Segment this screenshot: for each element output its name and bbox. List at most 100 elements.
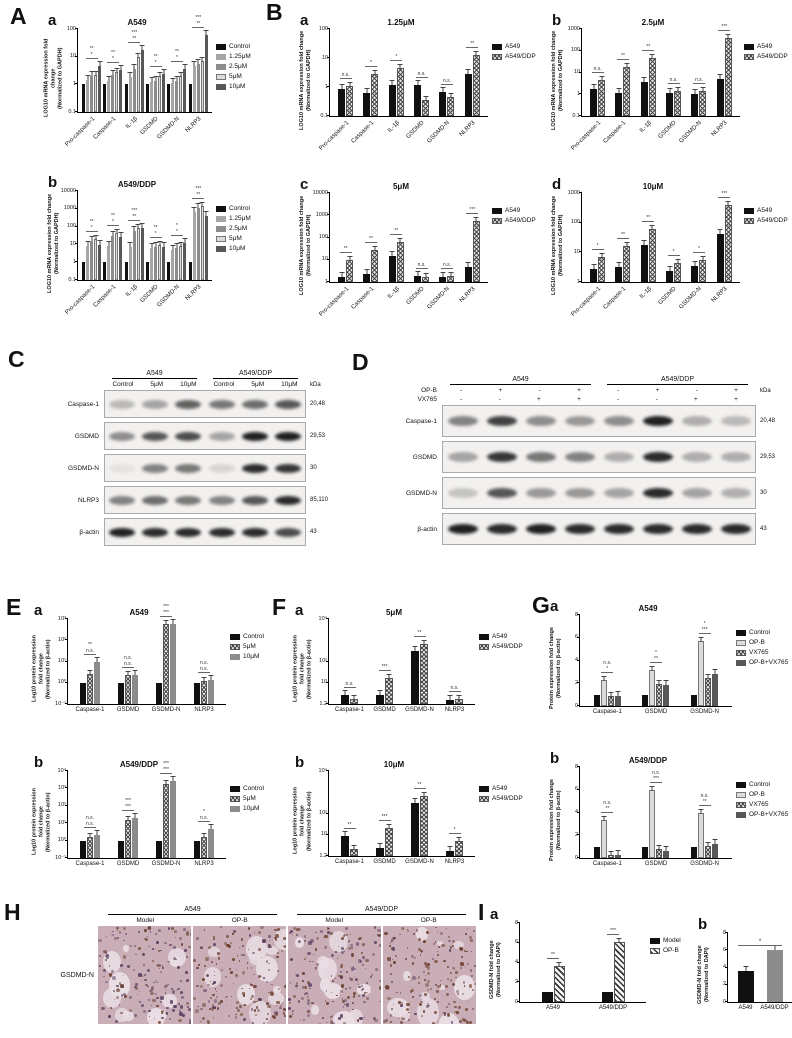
error-bar: [199, 201, 205, 207]
bar: [87, 670, 93, 704]
bar: [114, 228, 120, 280]
error-bar: [601, 675, 607, 681]
legend-label: Control: [243, 785, 264, 792]
legend-swatch: [216, 63, 226, 70]
y-axis-label: Protein expression fold change (Normaliz…: [549, 627, 562, 709]
category-label: IL-1β: [124, 116, 139, 130]
bar: [208, 824, 214, 858]
category-label: GSDMD: [139, 284, 160, 305]
error-bar: [201, 677, 207, 683]
y-axis-label: Protein expression fold change (Normaliz…: [549, 779, 562, 861]
panel-label-F: F: [272, 594, 287, 620]
category-label: Pro-caspase-1: [64, 284, 96, 316]
category-label: Caspase-1: [602, 286, 628, 311]
protein-band: [208, 495, 235, 505]
protein-band: [525, 416, 556, 426]
chart-title: 1.25μM: [387, 18, 415, 27]
protein-band: [241, 431, 268, 441]
group-label: A549: [108, 906, 277, 915]
bar: [146, 84, 150, 112]
blot-strip: [104, 454, 306, 482]
protein-band: [208, 527, 235, 537]
legend-swatch: [736, 639, 746, 646]
y-tick-label: 10¹: [58, 657, 66, 664]
bar: [80, 840, 86, 858]
error-bar: [641, 76, 647, 82]
protein-band: [564, 416, 595, 426]
protein-band: [642, 524, 673, 534]
panel-label-G: G: [532, 592, 550, 618]
error-bar: [351, 844, 357, 850]
error-bar: [448, 93, 454, 99]
kda-header: kDa: [310, 382, 321, 388]
legend-label: 10μM: [229, 83, 246, 90]
bar-group: n.s. GSDMD-N: [679, 29, 707, 145]
y-tick-label: 0: [574, 854, 578, 861]
significance-marker: *: [390, 54, 403, 62]
bar: [194, 682, 200, 704]
bar: [97, 61, 103, 112]
treatment-label: VX765: [417, 396, 437, 403]
y-tick: [75, 225, 78, 227]
bar: [201, 833, 207, 858]
error-bar: [127, 242, 133, 248]
y-tick-label: 0: [574, 702, 578, 709]
y-tick-label: 10: [573, 68, 580, 75]
bar: [420, 639, 428, 704]
error-bar: [89, 71, 95, 77]
legend-item: A549/DDP: [744, 217, 790, 224]
bar: [699, 87, 707, 116]
plot-area: 0.1 1 10 100 1000 10000 ** * Pro-caspase-1 ** * C…: [61, 186, 212, 316]
kda-value: 29,53: [310, 433, 326, 439]
bar: [376, 690, 384, 704]
y-tick: [327, 214, 330, 216]
y-axis-label: GSDMD-N fold change (Normalized to DAPI): [697, 945, 710, 1005]
chart-title: [696, 922, 792, 933]
y-axis-label: LOG10 mRNA expression fold change (Norma…: [299, 195, 312, 295]
error-bar: [440, 271, 446, 277]
y-tick-label: 100: [66, 222, 76, 229]
protein-band: [525, 488, 556, 498]
ihc-image: [98, 926, 191, 1024]
bar: [153, 242, 159, 280]
y-tick: [577, 857, 580, 858]
category-label: GSDMD-N: [151, 861, 181, 867]
error-bar: [386, 824, 392, 830]
y-tick: [327, 28, 330, 29]
y-tick: [65, 639, 68, 641]
significance-marker: *: [667, 249, 680, 256]
error-bar: [772, 945, 777, 951]
legend-swatch: [736, 649, 746, 656]
ihc-image: [288, 926, 381, 1024]
category-label: Caspase-1: [75, 707, 105, 713]
subpanel-letter: a: [295, 602, 304, 619]
y-tick: [75, 243, 78, 245]
y-tick-label: 100: [318, 233, 328, 240]
error-bar: [132, 670, 138, 676]
legend-item: 5μM: [230, 795, 272, 802]
category-label: NLRP3: [444, 707, 465, 713]
protein-band: [486, 452, 517, 462]
bar: [691, 89, 699, 116]
bar: [195, 58, 201, 112]
error-bar: [591, 263, 597, 269]
bar: [691, 846, 698, 858]
bar: [691, 694, 698, 706]
bar-group: * Pro-caspase-1: [570, 193, 606, 318]
significance-marker: ** n.s.: [84, 642, 96, 656]
significance-marker: * n.s.: [198, 809, 210, 823]
y-tick: [65, 660, 68, 662]
error-bar: [203, 210, 209, 216]
protein-label: Caspase-1: [67, 400, 99, 408]
bar-group: *** ** IL-1β: [125, 29, 145, 130]
significance-marker: **: [339, 246, 352, 253]
error-bar: [182, 64, 188, 70]
legend-item: 5μM: [230, 643, 272, 650]
legend-swatch: [216, 225, 226, 232]
protein-band: [525, 452, 556, 462]
bar-group: n.s. *** GSDMD: [642, 767, 670, 867]
error-bar: [106, 76, 112, 82]
error-bar: [447, 695, 453, 701]
error-bar: [473, 217, 479, 223]
legend-label: A549: [492, 633, 508, 640]
